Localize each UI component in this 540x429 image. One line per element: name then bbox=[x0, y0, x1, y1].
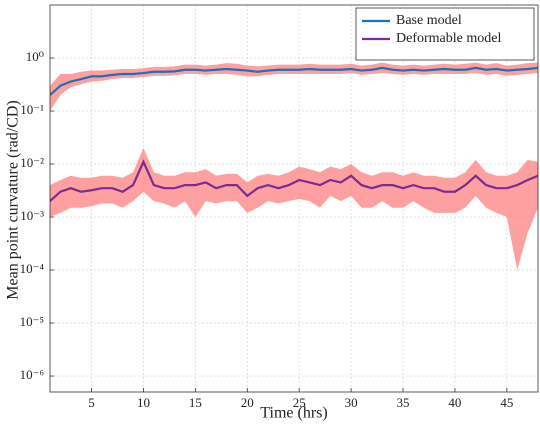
line bbox=[50, 159, 538, 202]
x-axis-label: Time (hrs) bbox=[260, 405, 327, 422]
x-tick-label: 15 bbox=[189, 395, 202, 410]
legend-label: Base model bbox=[396, 13, 462, 28]
x-tick-label: 45 bbox=[500, 395, 513, 410]
plot bbox=[50, 62, 538, 271]
legend-label: Deformable model bbox=[396, 31, 501, 46]
band bbox=[50, 62, 538, 112]
y-tick-label: 10⁻⁴ bbox=[20, 261, 45, 276]
x-tick-label: 40 bbox=[448, 395, 461, 410]
x-tick-label: 30 bbox=[345, 395, 358, 410]
y-tick-label: 10⁰ bbox=[26, 49, 44, 64]
y-tick-label: 10⁻¹ bbox=[20, 102, 44, 117]
line bbox=[50, 66, 538, 96]
y-tick-label: 10⁻⁵ bbox=[20, 314, 44, 329]
legend-box bbox=[355, 7, 535, 61]
x-tick-label: 5 bbox=[88, 395, 95, 410]
band bbox=[50, 148, 538, 271]
y-tick-label: 10⁻² bbox=[20, 155, 44, 170]
x-tick-label: 25 bbox=[293, 395, 306, 410]
y-axis-label: Mean point curvature (rad/CD) bbox=[5, 100, 22, 299]
x-tick-label: 35 bbox=[397, 395, 410, 410]
y-tick-label: 10⁻³ bbox=[20, 208, 44, 223]
axes-frame bbox=[49, 4, 539, 393]
y-tick-label: 10⁻⁶ bbox=[20, 367, 44, 382]
x-tick-label: 20 bbox=[241, 395, 254, 410]
x-tick-label: 10 bbox=[137, 395, 150, 410]
